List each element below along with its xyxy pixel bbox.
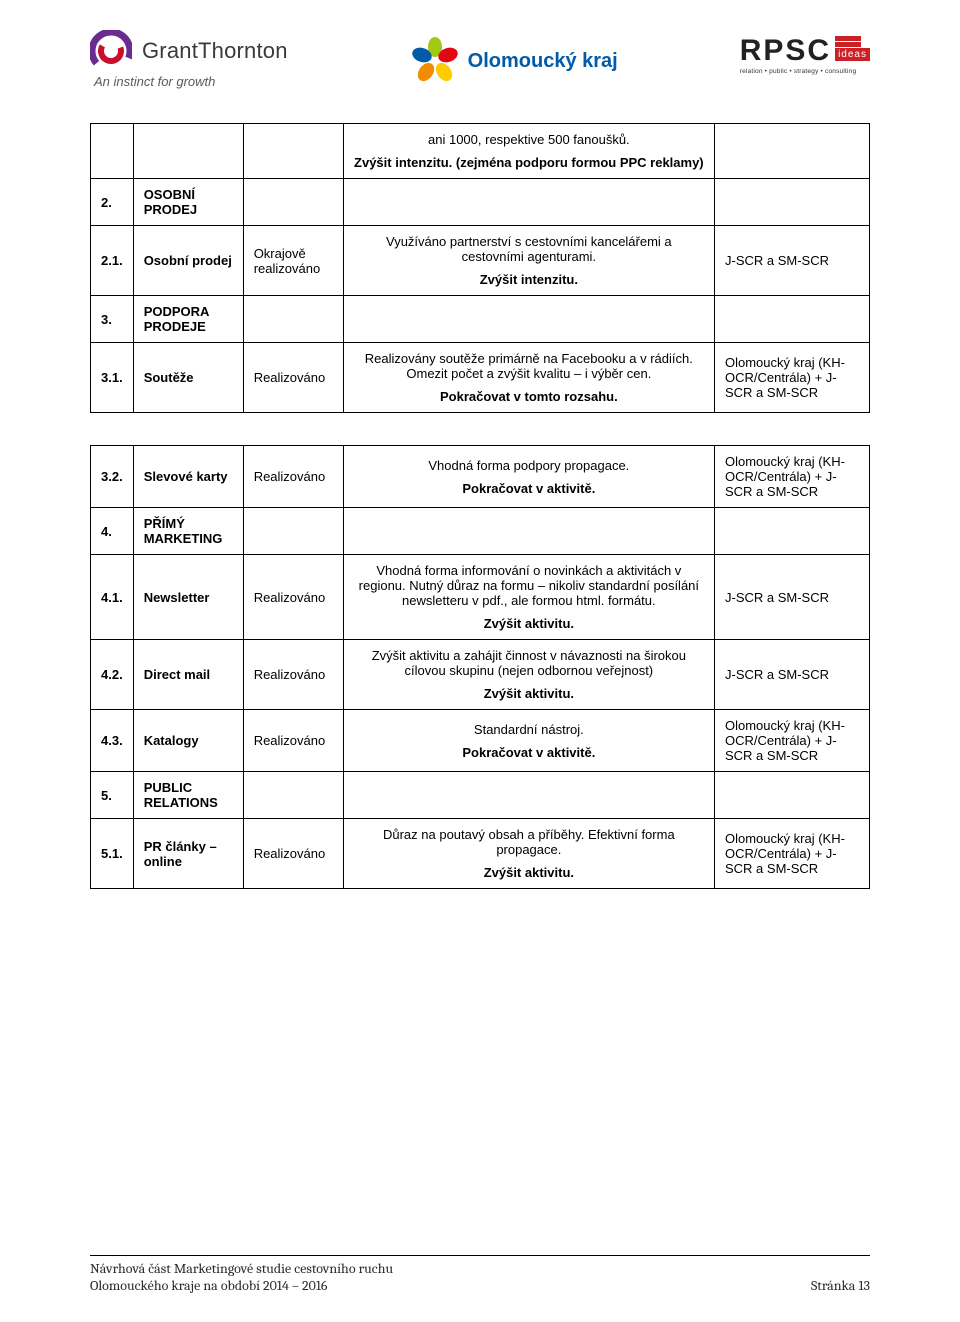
cell-dest: Olomoucký kraj (KH-OCR/Centrála) + J-SCR… <box>715 819 870 889</box>
cell-name: Direct mail <box>133 640 243 710</box>
cell-dest: J-SCR a SM-SCR <box>715 226 870 296</box>
footer-divider <box>90 1255 870 1256</box>
cell-name: Newsletter <box>133 555 243 640</box>
cell-dest: Olomoucký kraj (KH-OCR/Centrála) + J-SCR… <box>715 710 870 772</box>
cell-desc: Vhodná forma podpory propagace.Pokračova… <box>343 446 714 508</box>
table-row: 3.1.SoutěžeRealizovánoRealizovány soutěž… <box>91 343 870 413</box>
cell-num: 5. <box>91 772 134 819</box>
cell-num: 3.2. <box>91 446 134 508</box>
cell-desc <box>343 179 714 226</box>
cell-real <box>243 772 343 819</box>
cell-dest <box>715 179 870 226</box>
gt-swirl-icon <box>90 30 132 72</box>
table-row: 4.2.Direct mailRealizovánoZvýšit aktivit… <box>91 640 870 710</box>
cell-num: 2. <box>91 179 134 226</box>
cell-name: PODPORA PRODEJE <box>133 296 243 343</box>
logo-rpsc: RPSC ideas relation • public • strategy … <box>740 36 870 75</box>
footer: Návrhová část Marketingové studie cestov… <box>90 1255 870 1294</box>
cell-desc: Důraz na poutavý obsah a příběhy. Efekti… <box>343 819 714 889</box>
cell-real: Okrajově realizováno <box>243 226 343 296</box>
cell-real: Realizováno <box>243 640 343 710</box>
cell-num: 2.1. <box>91 226 134 296</box>
cell-name <box>133 124 243 179</box>
cell-num: 5.1. <box>91 819 134 889</box>
rpsc-ideas: ideas <box>835 48 870 61</box>
cell-name: Soutěže <box>133 343 243 413</box>
cell-real <box>243 508 343 555</box>
cell-real: Realizováno <box>243 555 343 640</box>
cell-real: Realizováno <box>243 446 343 508</box>
footer-line2: Olomouckého kraje na období 2014 – 2016 <box>90 1277 328 1294</box>
table-row: 5.1.PR články – onlineRealizovánoDůraz n… <box>91 819 870 889</box>
cell-desc <box>343 508 714 555</box>
logo-grant-thornton: GrantThornton An instinct for growth <box>90 30 288 89</box>
cell-desc: ani 1000, respektive 500 fanoušků.Zvýšit… <box>343 124 714 179</box>
cell-dest: J-SCR a SM-SCR <box>715 640 870 710</box>
gt-tagline: An instinct for growth <box>94 74 288 89</box>
cell-desc: Zvýšit aktivitu a zahájit činnost v náva… <box>343 640 714 710</box>
cell-dest: Olomoucký kraj (KH-OCR/Centrála) + J-SCR… <box>715 446 870 508</box>
table-row: 3.2.Slevové kartyRealizovánoVhodná forma… <box>91 446 870 508</box>
cell-dest: Olomoucký kraj (KH-OCR/Centrála) + J-SCR… <box>715 343 870 413</box>
page: GrantThornton An instinct for growth Olo… <box>0 0 960 1322</box>
rpsc-tagline: relation • public • strategy • consultin… <box>740 68 857 75</box>
rpsc-ideas-box: ideas <box>835 36 870 61</box>
table-row: 4.PŘÍMÝ MARKETING <box>91 508 870 555</box>
cell-desc: Standardní nástroj.Pokračovat v aktivitě… <box>343 710 714 772</box>
cell-num <box>91 124 134 179</box>
table-row: 2.OSOBNÍ PRODEJ <box>91 179 870 226</box>
cell-dest <box>715 296 870 343</box>
cell-name: Osobní prodej <box>133 226 243 296</box>
ok-name: Olomoucký kraj <box>468 50 618 73</box>
cell-name: PR články – online <box>133 819 243 889</box>
cell-num: 3. <box>91 296 134 343</box>
table-row: 4.3.KatalogyRealizovánoStandardní nástro… <box>91 710 870 772</box>
table-row: 5.PUBLIC RELATIONS <box>91 772 870 819</box>
cell-name: Slevové karty <box>133 446 243 508</box>
cell-desc <box>343 772 714 819</box>
table-row: 3.PODPORA PRODEJE <box>91 296 870 343</box>
cell-desc: Vhodná forma informování o novinkách a a… <box>343 555 714 640</box>
cell-desc: Realizovány soutěže primárně na Facebook… <box>343 343 714 413</box>
cell-name: PUBLIC RELATIONS <box>133 772 243 819</box>
logo-olomoucky-kraj: Olomoucký kraj <box>410 36 618 86</box>
table-1-body: ani 1000, respektive 500 fanoušků.Zvýšit… <box>91 124 870 413</box>
header-logos: GrantThornton An instinct for growth Olo… <box>90 30 870 89</box>
cell-dest: J-SCR a SM-SCR <box>715 555 870 640</box>
cell-real: Realizováno <box>243 343 343 413</box>
table-row: ani 1000, respektive 500 fanoušků.Zvýšit… <box>91 124 870 179</box>
cell-num: 3.1. <box>91 343 134 413</box>
gt-name: GrantThornton <box>142 38 288 64</box>
cell-real <box>243 179 343 226</box>
cell-dest <box>715 772 870 819</box>
cell-real <box>243 296 343 343</box>
cell-real: Realizováno <box>243 819 343 889</box>
cell-name: OSOBNÍ PRODEJ <box>133 179 243 226</box>
table-2: 3.2.Slevové kartyRealizovánoVhodná forma… <box>90 445 870 889</box>
table-2-body: 3.2.Slevové kartyRealizovánoVhodná forma… <box>91 446 870 889</box>
cell-num: 4. <box>91 508 134 555</box>
cell-real: Realizováno <box>243 710 343 772</box>
cell-dest <box>715 508 870 555</box>
ok-flower-icon <box>410 36 460 86</box>
footer-line1: Návrhová část Marketingové studie cestov… <box>90 1260 870 1277</box>
cell-desc <box>343 296 714 343</box>
rpsc-text: RPSC <box>740 36 831 66</box>
table-row: 2.1.Osobní prodejOkrajově realizovánoVyu… <box>91 226 870 296</box>
cell-name: PŘÍMÝ MARKETING <box>133 508 243 555</box>
table-row: 4.1.NewsletterRealizovánoVhodná forma in… <box>91 555 870 640</box>
cell-name: Katalogy <box>133 710 243 772</box>
cell-desc: Využíváno partnerství s cestovními kance… <box>343 226 714 296</box>
cell-real <box>243 124 343 179</box>
footer-page: Stránka 13 <box>811 1277 870 1294</box>
table-1: ani 1000, respektive 500 fanoušků.Zvýšit… <box>90 123 870 413</box>
cell-num: 4.3. <box>91 710 134 772</box>
cell-num: 4.1. <box>91 555 134 640</box>
cell-dest <box>715 124 870 179</box>
cell-num: 4.2. <box>91 640 134 710</box>
